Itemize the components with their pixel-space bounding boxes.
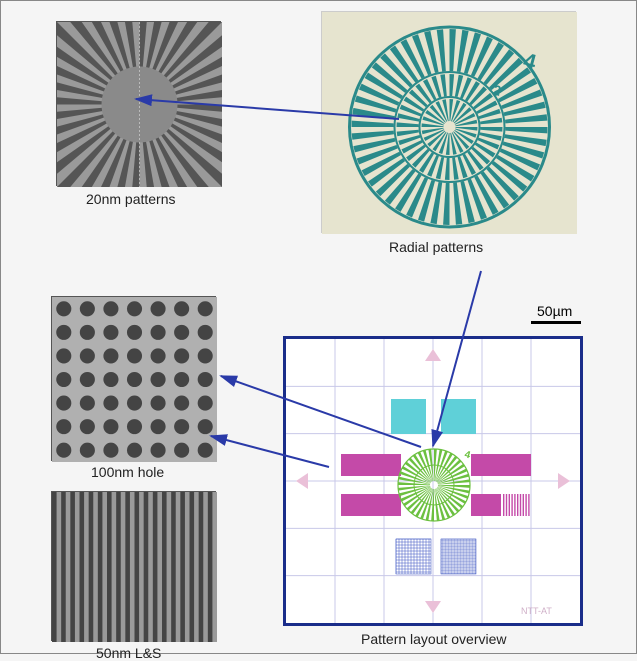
label-layout: Pattern layout overview	[361, 631, 507, 647]
panel-layout-overview: 4 NTT-AT	[283, 336, 583, 626]
layout-svg: 4 NTT-AT	[286, 339, 580, 623]
panel-20nm-radial	[56, 21, 221, 186]
label-20nm: 20nm patterns	[86, 191, 176, 207]
label-100nm: 100nm hole	[91, 464, 164, 480]
scale-bar	[531, 321, 581, 324]
watermark-text: NTT-AT	[521, 606, 552, 616]
lines-svg	[52, 492, 217, 642]
panel-100nm-holes	[51, 296, 216, 461]
label-radial-photo: Radial patterns	[389, 239, 483, 255]
radial-photo-svg: 4 2	[322, 12, 577, 234]
panel-radial-photo: 4 2	[321, 11, 576, 233]
panel-50nm-lines	[51, 491, 216, 641]
label-50nm: 50nm L&S	[96, 645, 161, 661]
scale-label: 50µm	[537, 303, 572, 319]
holes-svg	[52, 297, 217, 462]
radial-sem-svg	[57, 22, 222, 187]
